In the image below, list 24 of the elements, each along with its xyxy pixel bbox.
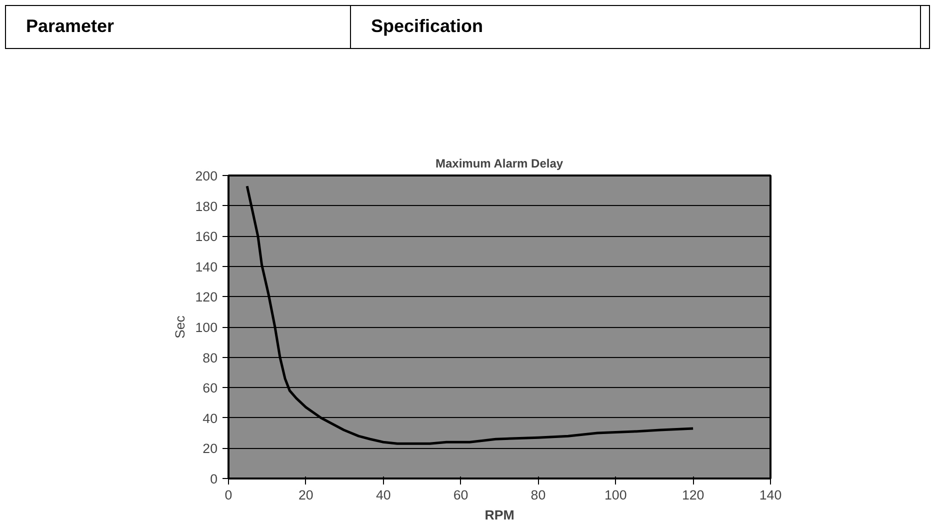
text: Parameter [6, 6, 351, 48]
chart-title: Maximum Alarm Delay [435, 156, 564, 170]
y-tick-label: 0 [210, 472, 218, 486]
y-tick-label: 100 [195, 320, 218, 335]
x-tick-label: 40 [376, 488, 391, 502]
x-axis-title: RPM [484, 508, 514, 522]
x-tick-label: 60 [453, 488, 468, 502]
y-tick-label: 40 [202, 410, 218, 426]
y-axis-title: Sec [172, 315, 188, 338]
y-tick-label: 180 [195, 198, 218, 214]
x-tick-label: 0 [224, 488, 232, 502]
x-tick-label: 80 [530, 488, 546, 502]
y-tick-label: 20 [202, 441, 218, 456]
x-tick-label: 20 [298, 488, 314, 502]
y-tick-label: 200 [195, 168, 218, 184]
y-tick-label: 140 [195, 259, 218, 274]
y-tick-label: 80 [202, 350, 218, 366]
x-tick-label: 120 [682, 488, 704, 502]
text: Specification [351, 6, 921, 48]
y-tick-label: 160 [195, 229, 218, 244]
y-tick-label: 120 [195, 290, 218, 305]
x-tick-label: 140 [759, 488, 782, 502]
x-tick-label: 100 [604, 488, 627, 502]
y-tick-label: 60 [202, 380, 218, 396]
